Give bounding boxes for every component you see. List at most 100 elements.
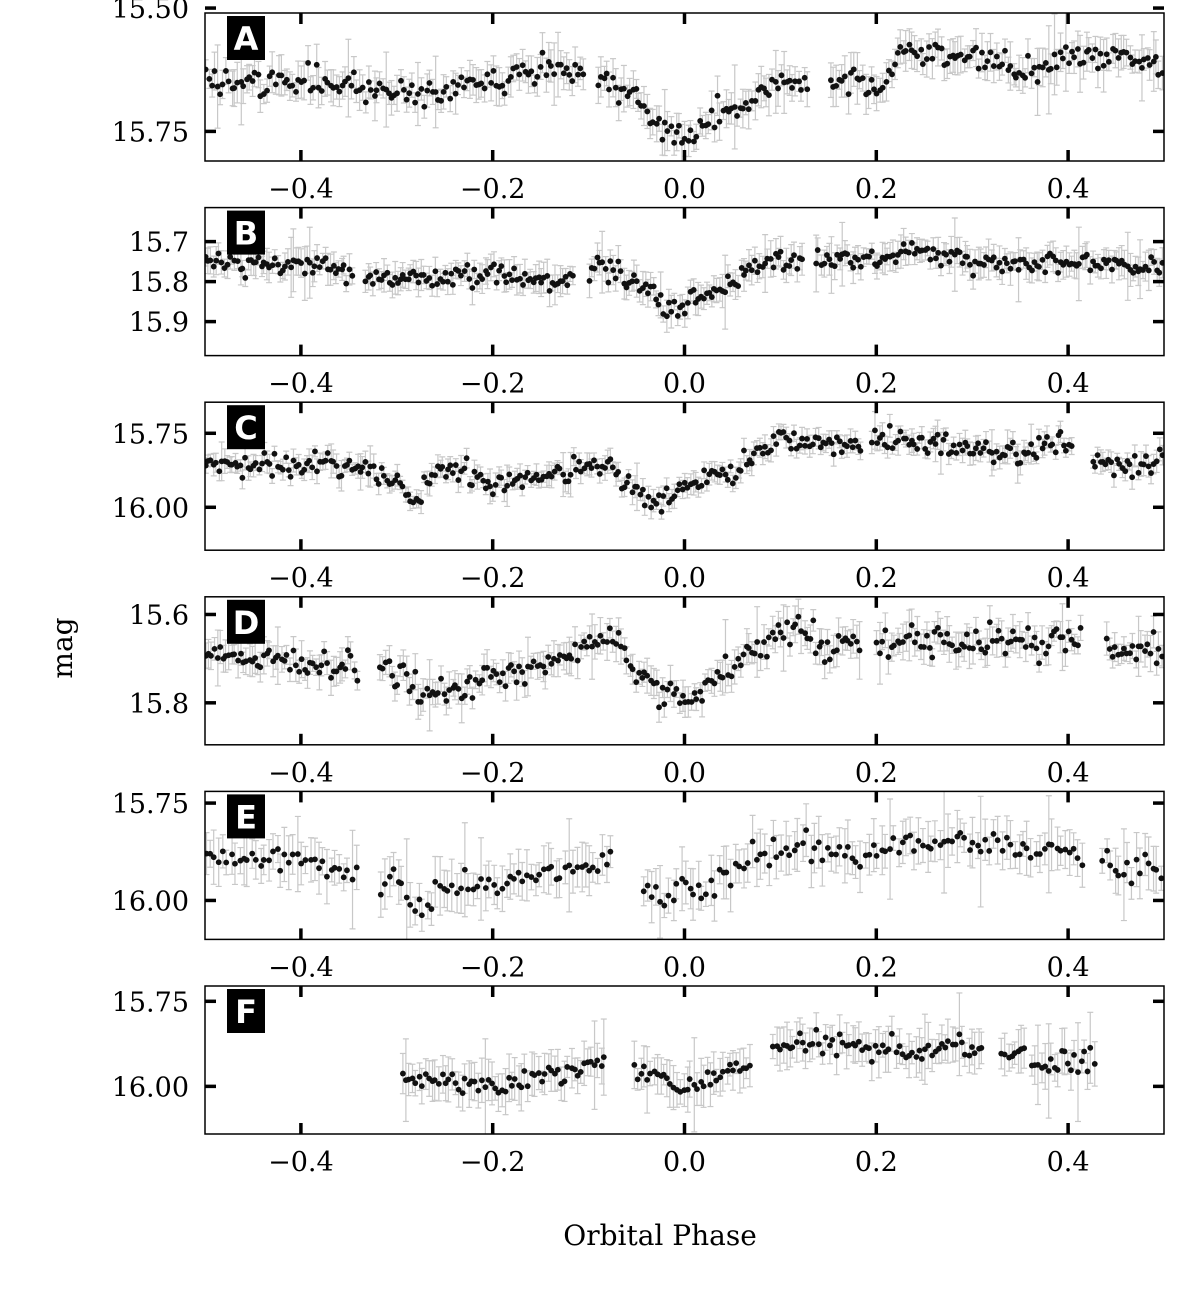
data-point [633, 86, 640, 92]
data-point [269, 69, 276, 76]
x-tick-label: −0.2 [460, 174, 526, 205]
data-point [751, 257, 758, 264]
data-point [874, 440, 881, 447]
panel-label: B [234, 215, 258, 253]
data-point [426, 80, 433, 86]
data-point [906, 441, 913, 448]
data-point [213, 257, 220, 264]
data-point [444, 278, 451, 285]
data-point [214, 83, 221, 90]
data-point [655, 301, 662, 308]
data-point [367, 272, 374, 279]
data-point [426, 275, 433, 281]
data-point [298, 260, 304, 266]
data-point [594, 254, 601, 261]
data-point [528, 68, 535, 75]
data-point [1111, 472, 1117, 479]
data-point [301, 77, 308, 84]
data-point [950, 442, 957, 449]
data-point [316, 264, 323, 271]
data-point [206, 75, 213, 82]
data-point [796, 78, 802, 85]
data-point [516, 71, 523, 78]
data-point [288, 264, 295, 271]
data-point [222, 68, 229, 74]
data-point [560, 471, 567, 478]
data-point [780, 429, 787, 435]
data-point [838, 449, 845, 456]
data-point [845, 91, 852, 97]
data-point [621, 484, 628, 491]
data-point [289, 82, 296, 89]
data-point [507, 73, 514, 80]
data-point [719, 466, 726, 473]
data-point [346, 266, 353, 273]
data-point [871, 86, 877, 93]
data-point [1057, 428, 1064, 435]
data-point [681, 479, 688, 486]
data-point [1012, 258, 1018, 265]
data-point [663, 485, 670, 492]
data-point [606, 86, 612, 93]
data-point [735, 283, 742, 289]
data-point [837, 255, 844, 262]
data-point [231, 85, 238, 91]
data-point [897, 428, 904, 435]
data-point [1095, 65, 1101, 72]
data-point [249, 78, 256, 84]
data-point [397, 276, 404, 283]
data-point [384, 269, 391, 276]
panel-b-data [205, 217, 1164, 333]
data-point [993, 53, 1000, 60]
data-point [934, 431, 941, 438]
data-point [924, 245, 931, 252]
data-point [392, 274, 399, 281]
data-point [537, 63, 544, 70]
data-point [767, 256, 774, 262]
data-point [834, 251, 841, 258]
data-point [959, 447, 966, 454]
data-point [653, 296, 660, 303]
data-point [855, 256, 861, 263]
data-point [792, 78, 798, 85]
data-point [599, 259, 606, 266]
data-point [1136, 58, 1143, 65]
data-point [924, 450, 931, 457]
data-point [938, 262, 944, 269]
data-point [301, 466, 308, 473]
data-point [576, 458, 583, 465]
data-point [275, 261, 282, 268]
y-tick-label: 15.8 [129, 268, 189, 299]
data-point [1025, 449, 1032, 456]
data-point [501, 90, 508, 97]
data-point [788, 445, 794, 452]
data-point [775, 254, 782, 260]
data-point [623, 284, 630, 291]
data-point [399, 483, 406, 490]
data-point [664, 128, 671, 134]
data-point [918, 434, 925, 441]
data-point [1068, 443, 1075, 449]
data-point [442, 269, 449, 276]
data-point [255, 254, 262, 261]
data-point [283, 76, 290, 83]
data-point [1017, 460, 1024, 466]
data-point [311, 263, 318, 270]
data-point [207, 457, 214, 464]
x-tick-label: 0.2 [855, 369, 898, 400]
data-point [408, 82, 415, 89]
data-point [975, 440, 981, 447]
data-point [569, 78, 576, 84]
data-point [1142, 263, 1149, 270]
data-point [653, 120, 660, 127]
data-point [1100, 62, 1107, 69]
data-point [850, 66, 857, 73]
data-point [1159, 452, 1164, 459]
data-point [1069, 48, 1075, 55]
data-point [471, 266, 478, 273]
data-point [918, 46, 925, 53]
data-point [879, 431, 886, 438]
data-point [731, 104, 738, 110]
data-point [577, 65, 584, 72]
data-point [487, 483, 493, 490]
